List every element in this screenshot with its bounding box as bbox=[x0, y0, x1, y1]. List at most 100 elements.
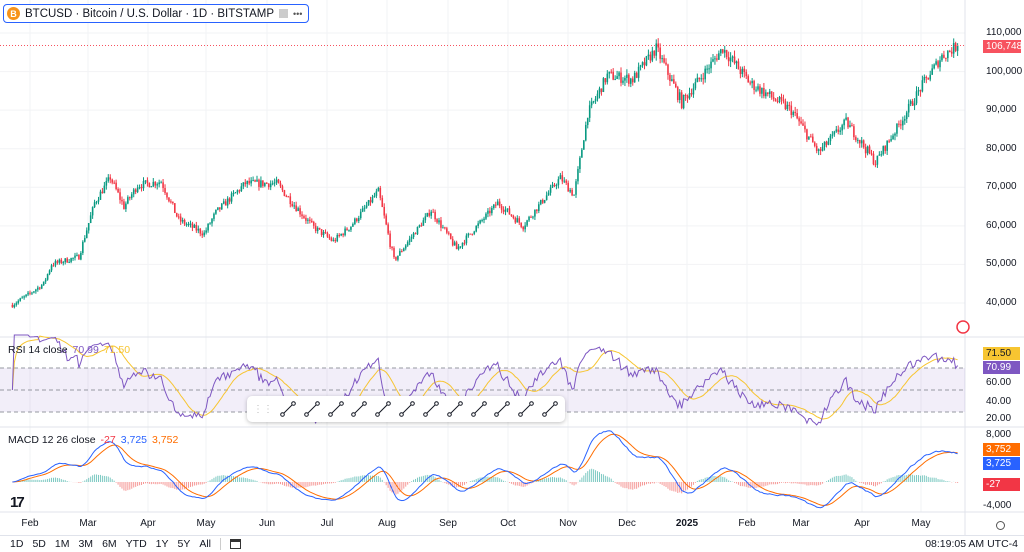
horizontal-line-icon[interactable] bbox=[327, 399, 345, 419]
candle-body bbox=[686, 95, 689, 99]
candle-body bbox=[410, 237, 413, 239]
candle-body bbox=[845, 117, 847, 120]
candle-body bbox=[203, 232, 205, 236]
candle-body bbox=[802, 123, 804, 126]
vertical-line-icon[interactable] bbox=[422, 399, 440, 419]
candle-body bbox=[812, 136, 814, 143]
candle-body bbox=[886, 140, 888, 151]
candle-body bbox=[592, 101, 595, 103]
candle-body bbox=[635, 72, 638, 78]
range-button-5d[interactable]: 5D bbox=[32, 538, 46, 550]
candle-body bbox=[455, 242, 458, 250]
candle-body bbox=[363, 207, 366, 209]
candle-body bbox=[174, 203, 176, 214]
calendar-icon[interactable] bbox=[230, 539, 242, 549]
candle-body bbox=[667, 64, 669, 75]
candle-body bbox=[551, 184, 554, 188]
settings-icon[interactable] bbox=[996, 521, 1005, 530]
more-button[interactable]: ••• bbox=[293, 8, 303, 19]
range-button-3m[interactable]: 3M bbox=[78, 538, 94, 550]
candle-body bbox=[671, 79, 673, 81]
candle-body bbox=[765, 92, 767, 97]
candle-body bbox=[440, 220, 442, 228]
candle-body bbox=[778, 97, 781, 102]
candle-body bbox=[442, 227, 444, 229]
rsi-legend[interactable]: RSI 14 close 70.99 71.50 bbox=[8, 344, 130, 356]
candle-body bbox=[911, 101, 914, 106]
price-tick: 40,000 bbox=[986, 296, 1017, 308]
candle-body bbox=[929, 74, 932, 80]
candle-body bbox=[127, 197, 129, 204]
horizontal-ray-icon[interactable] bbox=[303, 399, 321, 419]
candle-body bbox=[205, 230, 207, 233]
candle-body bbox=[608, 71, 611, 74]
price-tick: 90,000 bbox=[986, 104, 1017, 116]
candle-body bbox=[463, 242, 466, 244]
candle-body bbox=[954, 43, 957, 51]
candle-body bbox=[839, 130, 841, 132]
rotated-rectangle-icon[interactable] bbox=[493, 399, 511, 419]
candle-body bbox=[72, 257, 74, 259]
horizontal-lines-icon[interactable] bbox=[398, 399, 416, 419]
range-button-1d[interactable]: 1D bbox=[10, 538, 24, 550]
candle-body bbox=[322, 232, 325, 235]
candle-body bbox=[588, 105, 591, 118]
range-button-5y[interactable]: 5Y bbox=[177, 538, 191, 550]
candle-body bbox=[471, 233, 474, 235]
arrow-icon[interactable] bbox=[470, 399, 488, 419]
range-button-1y[interactable]: 1Y bbox=[155, 538, 169, 550]
candle-body bbox=[475, 225, 477, 232]
candle-body bbox=[536, 209, 538, 211]
candle-body bbox=[880, 154, 883, 156]
candle-body bbox=[477, 223, 479, 226]
fib-retracement-icon[interactable] bbox=[374, 399, 392, 419]
range-button-all[interactable]: All bbox=[199, 538, 212, 550]
candle-body bbox=[99, 191, 102, 200]
range-button-ytd[interactable]: YTD bbox=[125, 538, 147, 550]
range-button-6m[interactable]: 6M bbox=[102, 538, 117, 550]
candle-body bbox=[11, 304, 14, 308]
candle-body bbox=[260, 180, 262, 187]
drag-handle[interactable]: ⋮⋮ bbox=[253, 403, 273, 415]
candle-body bbox=[720, 49, 722, 54]
candle-body bbox=[761, 88, 763, 94]
candle-body bbox=[882, 146, 885, 155]
parallel-channel-icon[interactable] bbox=[350, 399, 368, 419]
range-button-1m[interactable]: 1M bbox=[54, 538, 70, 550]
candle-body bbox=[487, 210, 489, 214]
candle-body bbox=[948, 51, 951, 53]
candle-body bbox=[432, 211, 434, 213]
rectangle-icon[interactable] bbox=[446, 399, 464, 419]
candle-body bbox=[95, 201, 98, 203]
candle-body bbox=[170, 201, 172, 203]
candle-body bbox=[892, 135, 894, 140]
candle-body bbox=[563, 180, 566, 182]
flag-icon[interactable] bbox=[279, 9, 288, 18]
candle-body bbox=[710, 61, 712, 69]
chart-canvas[interactable] bbox=[0, 0, 1024, 535]
time-tick: Aug bbox=[378, 518, 396, 529]
candle-body bbox=[397, 255, 399, 260]
candle-body bbox=[330, 238, 333, 241]
candle-body bbox=[598, 88, 601, 94]
candle-body bbox=[78, 254, 80, 260]
trend-line-icon[interactable] bbox=[279, 399, 297, 419]
rsi-tick: 20.00 bbox=[986, 413, 1012, 424]
candle-body bbox=[876, 155, 879, 165]
symbol-legend[interactable]: B BTCUSD · Bitcoin / U.S. Dollar · 1D · … bbox=[3, 4, 310, 23]
candle-body bbox=[352, 224, 354, 227]
candle-body bbox=[547, 192, 550, 196]
candle-body bbox=[129, 197, 131, 199]
candle-body bbox=[252, 180, 254, 182]
ray-icon[interactable] bbox=[541, 399, 559, 419]
candle-body bbox=[246, 180, 249, 185]
candle-body bbox=[557, 179, 560, 186]
macd-legend[interactable]: MACD 12 26 close -27 3,725 3,752 bbox=[8, 434, 178, 446]
drawing-toolbar[interactable]: ⋮⋮ bbox=[247, 396, 565, 422]
candle-body bbox=[125, 203, 127, 210]
candle-body bbox=[512, 215, 515, 218]
price-range-icon[interactable] bbox=[517, 399, 535, 419]
candle-body bbox=[479, 220, 481, 224]
candle-body bbox=[586, 117, 589, 125]
candle-body bbox=[641, 62, 644, 66]
